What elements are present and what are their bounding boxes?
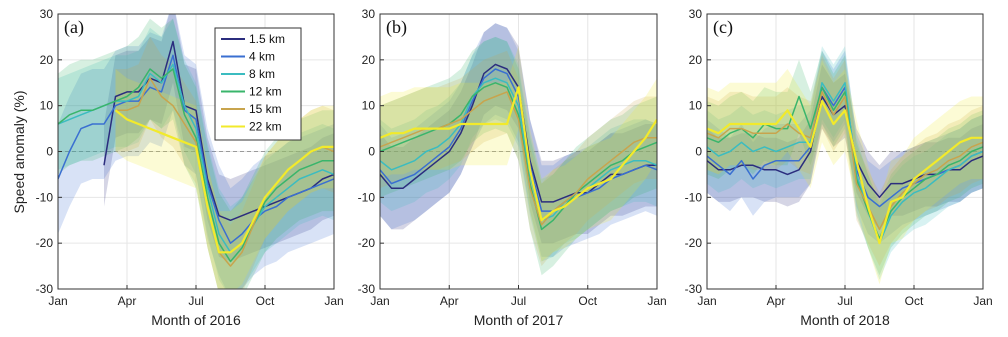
y-tick-label: -10 [685, 190, 703, 204]
band-8kmkm [380, 36, 657, 262]
y-tick-label: 10 [40, 99, 54, 113]
x-tick-label: Oct [578, 294, 597, 308]
x-axis-label: Month of 2016 [151, 312, 241, 328]
x-tick-label: Jan [48, 294, 67, 308]
x-tick-label: Oct [256, 294, 275, 308]
x-tick-label: Jul [511, 294, 526, 308]
x-tick-label: Apr [440, 294, 459, 308]
band-1.5kmkm [104, 14, 334, 262]
panel-1: -30 -20 -10 0 10 20 30 Jan Apr Jul Oct Jan Month of … [36, 7, 344, 328]
x-tick-label: Apr [118, 294, 137, 308]
panel-label: (b) [386, 17, 407, 38]
legend-entry: 8 km [249, 67, 275, 81]
band-22kmkm [380, 46, 657, 262]
y-tick-label: 30 [40, 7, 54, 21]
x-tick-label: Apr [767, 294, 786, 308]
panel-3: -30 -20 -10 0 10 20 30 Jan Apr Jul Oct Jan Month of … [685, 7, 993, 328]
y-tick-label: -20 [36, 236, 54, 250]
y-tick-label: -10 [36, 190, 54, 204]
series-group [707, 46, 983, 285]
band-12kmkm [707, 50, 983, 276]
series-line-22km [380, 86, 657, 222]
legend-entry: 4 km [249, 50, 275, 64]
y-tick-label: 20 [689, 53, 703, 67]
panel-label: (c) [713, 17, 733, 38]
legend-entry: 22 km [249, 120, 282, 134]
series-line-8km [380, 77, 657, 222]
x-tick-label: Jul [188, 294, 203, 308]
y-tick-label: -30 [685, 282, 703, 296]
y-tick-label: 30 [362, 7, 376, 21]
band-4kmkm [380, 23, 657, 257]
x-tick-label: Jan [647, 294, 666, 308]
x-tick-label: Jan [324, 294, 343, 308]
series-line-12km [380, 82, 657, 231]
y-tick-label: -20 [358, 236, 376, 250]
panel-2: -30 -20 -10 0 10 20 30 Jan Apr Jul Oct Jan Month of … [358, 7, 667, 328]
y-tick-label: 30 [689, 7, 703, 21]
y-tick-label: 10 [362, 99, 376, 113]
y-tick-label: -20 [685, 236, 703, 250]
series-line-22km [707, 100, 983, 245]
x-tick-label: Jan [697, 294, 716, 308]
series-group [380, 23, 657, 276]
band-22kmkm [707, 59, 983, 285]
legend-entry: 15 km [249, 102, 282, 116]
x-tick-label: Jul [837, 294, 852, 308]
x-tick-label: Jan [973, 294, 992, 308]
panel-label: (a) [64, 17, 84, 38]
x-axis-label: Month of 2017 [474, 312, 564, 328]
y-axis-label: Speed anomaly (%) [11, 91, 27, 214]
y-tick-label: -10 [358, 190, 376, 204]
series-line-12km [707, 86, 983, 240]
legend-entry: 12 km [249, 85, 282, 99]
legend: 1.5 km 4 km 8 km 12 km 15 km 22 km [214, 27, 302, 141]
series-line-8km [707, 82, 983, 244]
band-8kmkm [58, 18, 334, 289]
band-15kmkm [115, 36, 334, 289]
legend-box [214, 27, 302, 141]
band-12kmkm [380, 36, 657, 276]
series-line-15km [707, 91, 983, 231]
band-4kmkm [707, 50, 983, 244]
y-tick-label: -30 [358, 282, 376, 296]
y-tick-label: 20 [40, 53, 54, 67]
y-tick-label: 0 [368, 145, 375, 159]
x-tick-label: Oct [905, 294, 924, 308]
band-15kmkm [707, 55, 983, 267]
series-line-22km [114, 109, 334, 254]
x-axis-label: Month of 2018 [800, 312, 890, 328]
x-tick-label: Jan [370, 294, 389, 308]
y-tick-label: 0 [46, 145, 53, 159]
series-group [58, 14, 334, 289]
legend-entry: 1.5 km [249, 32, 285, 46]
y-tick-label: 0 [695, 145, 702, 159]
y-tick-label: 20 [362, 53, 376, 67]
band-15kmkm [380, 50, 657, 267]
y-tick-label: 10 [689, 99, 703, 113]
band-12kmkm [58, 18, 334, 289]
band-8kmkm [707, 46, 983, 280]
y-tick-label: -30 [36, 282, 54, 296]
band-22kmkm [115, 69, 334, 289]
series-line-4km [58, 54, 334, 244]
series-line-12km [58, 68, 334, 263]
